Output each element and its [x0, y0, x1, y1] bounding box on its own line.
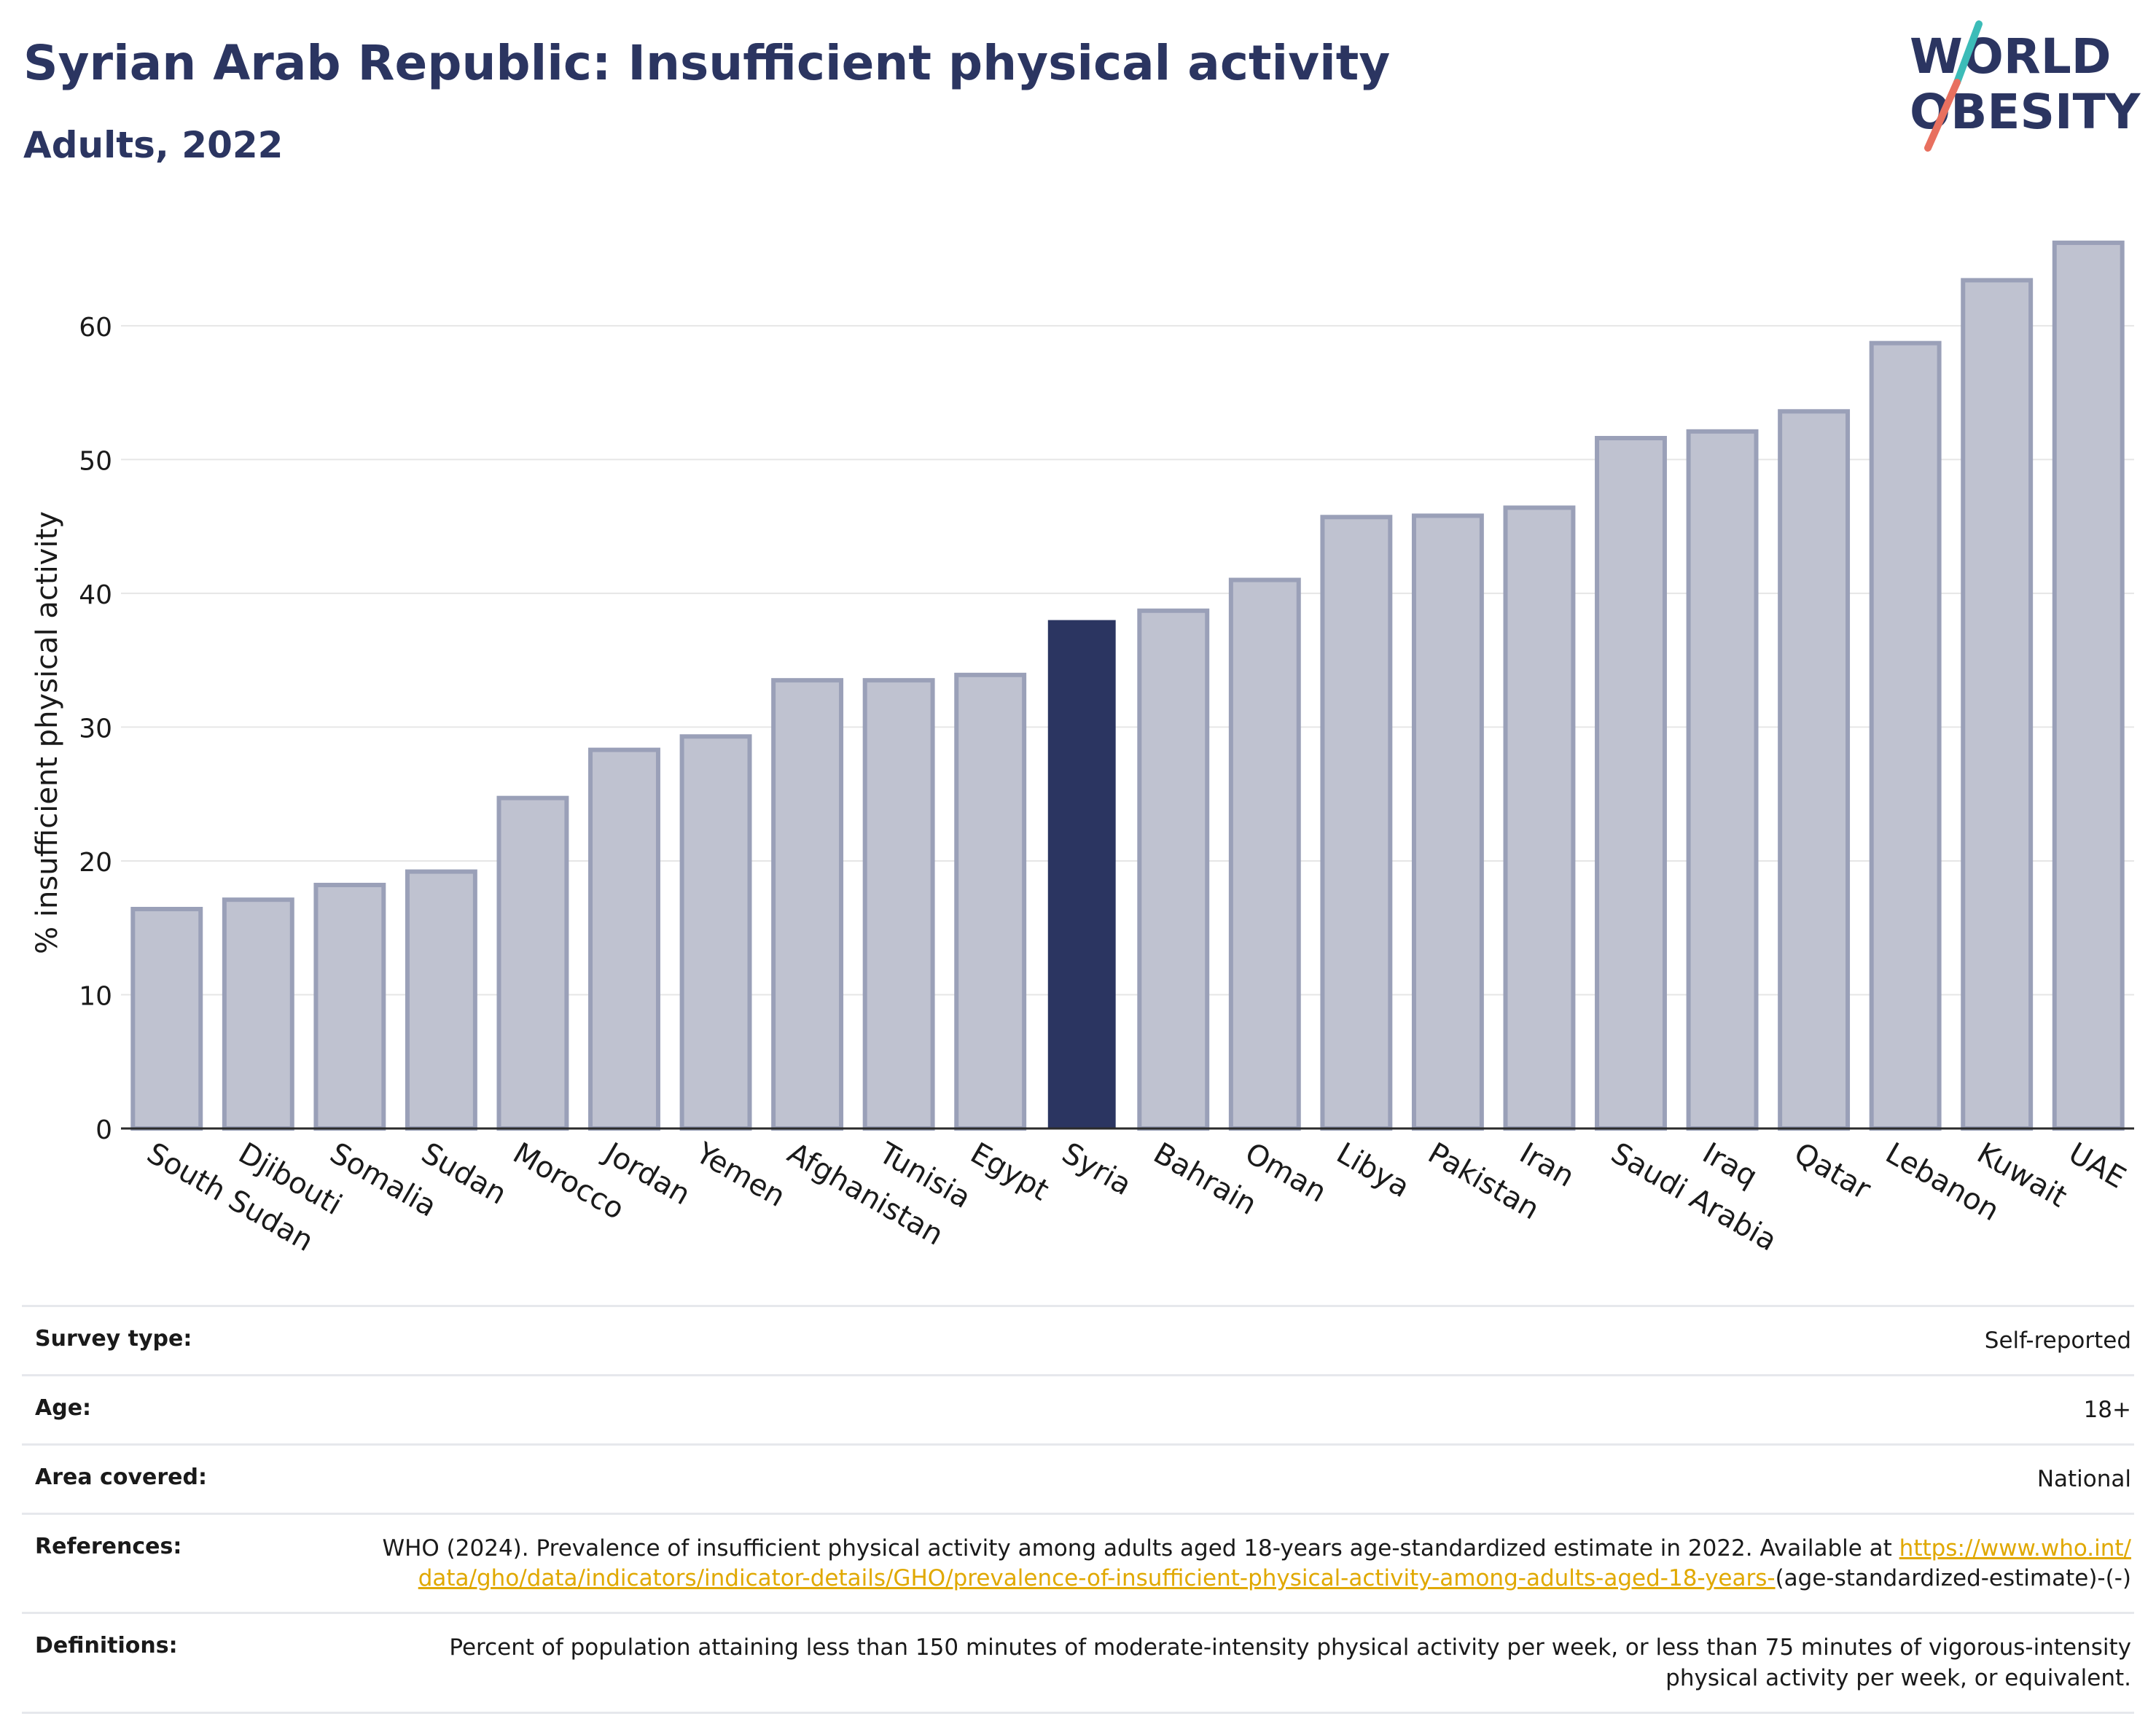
y-tick-label: 0	[95, 1115, 112, 1145]
bar-saudi-arabia	[1595, 435, 1667, 1131]
bar-tunisia	[862, 678, 935, 1131]
meta-label: References:	[35, 1533, 182, 1559]
bar-uae	[2052, 241, 2125, 1131]
bars-layer	[121, 241, 2134, 1131]
y-tick-label: 60	[79, 313, 112, 343]
meta-value: 18+	[2083, 1396, 2131, 1423]
y-tick-label: 20	[79, 848, 112, 878]
logo-slash-bottom-icon	[1924, 79, 1961, 152]
bar-syria	[1047, 620, 1116, 1128]
y-tick-label: 50	[79, 446, 112, 476]
meta-value: National	[2036, 1465, 2131, 1492]
reference-text: WHO (2024). Prevalence of insufficient p…	[382, 1535, 1899, 1562]
bar-afghanistan	[771, 678, 844, 1131]
x-tick-label: Saudi Arabia	[1606, 1136, 1783, 1258]
x-tick-label: UAE	[2063, 1136, 2131, 1196]
meta-value: Percent of population attaining less tha…	[449, 1634, 2131, 1692]
meta-label: Area covered:	[35, 1464, 207, 1490]
bar-egypt	[954, 672, 1027, 1131]
logo-line-1: WORLD	[1910, 28, 2112, 85]
x-tick-label: Qatar	[1789, 1136, 1877, 1206]
bar-iraq	[1686, 429, 1759, 1131]
bar-iran	[1503, 505, 1576, 1131]
bar-oman	[1228, 577, 1301, 1131]
bar-lebanon	[1869, 340, 1942, 1131]
bar-djibouti	[222, 897, 294, 1131]
x-tick-label: Libya	[1331, 1136, 1415, 1204]
chart-title: Syrian Arab Republic: Insufficient physi…	[23, 35, 1391, 91]
metadata-table: Survey type: Self-reported Age: 18+ Area…	[22, 1305, 2134, 1714]
x-tick-label: Syria	[1056, 1136, 1137, 1202]
bar-kuwait	[1961, 278, 2034, 1131]
y-axis-label: % insufficient physical activity	[31, 511, 64, 954]
bar-morocco	[496, 795, 569, 1131]
y-tick-labels: 0 10 20 30 40 50 60	[79, 313, 112, 1145]
logo-line-2: OBESITY	[1910, 84, 2141, 140]
meta-row-area-covered: Area covered: National	[22, 1443, 2134, 1513]
meta-row-survey-type: Survey type: Self-reported	[22, 1305, 2134, 1374]
meta-value: Self-reported	[1984, 1327, 2131, 1354]
meta-label: Age:	[35, 1395, 92, 1421]
x-tick-labels: South SudanDjiboutiSomaliaSudanMoroccoJo…	[141, 1135, 2131, 1258]
bar-yemen	[679, 734, 752, 1131]
meta-row-age: Age: 18+	[22, 1373, 2134, 1443]
bar-libya	[1320, 515, 1393, 1131]
logo-slash-top-icon	[1953, 20, 1983, 86]
reference-link[interactable]: https://www.who.int/data/gho/data/indica…	[418, 1535, 2131, 1592]
meta-label: Survey type:	[35, 1326, 192, 1352]
world-obesity-logo: WORLD OBESITY	[1910, 20, 2141, 152]
bar-sudan	[405, 869, 477, 1131]
meta-row-references: References: WHO (2024). Prevalence of in…	[22, 1512, 2134, 1613]
reference-suffix: (age-standardized-estimate)-(-)	[1775, 1565, 2131, 1592]
meta-row-definitions: Definitions: Percent of population attai…	[22, 1612, 2134, 1714]
meta-label: Definitions:	[35, 1633, 178, 1659]
bar-pakistan	[1411, 513, 1484, 1131]
bar-jordan	[588, 747, 660, 1131]
bar-somalia	[313, 882, 386, 1131]
chart-subtitle: Adults, 2022	[23, 124, 284, 166]
bar-south-sudan	[130, 907, 203, 1131]
meta-value-references: WHO (2024). Prevalence of insufficient p…	[382, 1534, 2131, 1595]
x-tick-label: Yemen	[690, 1136, 791, 1214]
y-tick-label: 40	[79, 580, 112, 610]
x-tick-label: Egypt	[965, 1136, 1055, 1208]
y-tick-label: 10	[79, 981, 112, 1011]
x-tick-label: Bahrain	[1148, 1136, 1262, 1222]
y-tick-label: 30	[79, 714, 112, 744]
bar-chart: 0 10 20 30 40 50 60 South SudanDjiboutiSomalia…	[31, 241, 2134, 1258]
bar-qatar	[1778, 409, 1851, 1131]
bar-bahrain	[1137, 608, 1210, 1131]
